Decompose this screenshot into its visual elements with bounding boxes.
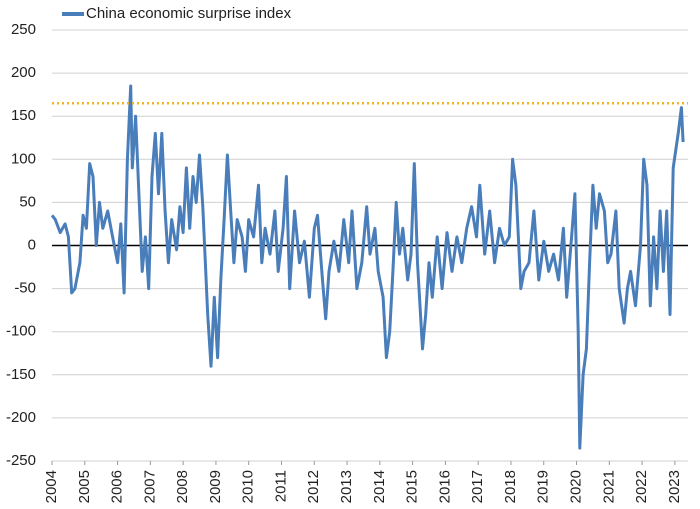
x-tick-label: 2005 [76,470,93,503]
x-tick-label: 2014 [371,470,388,503]
x-tick-label: 2020 [568,470,585,503]
x-tick-label: 2013 [338,470,355,503]
y-tick-label: -100 [6,323,36,340]
y-tick-label: 50 [19,193,36,210]
x-tick-label: 2022 [633,470,650,503]
y-tick-label: 100 [11,150,36,167]
y-tick-label: 150 [11,107,36,124]
data-line [50,84,685,450]
y-tick-label: 0 [28,236,36,253]
x-tick-label: 2007 [141,470,158,503]
x-tick-label: 2023 [666,470,683,503]
x-tick-label: 2010 [240,470,257,503]
y-tick-label: -150 [6,366,36,383]
y-tick-label: 200 [11,64,36,81]
x-tick-label: 2008 [174,470,191,503]
x-tick-label: 2015 [404,470,421,503]
y-tick-label: -50 [14,280,36,297]
y-tick-label: -250 [6,452,36,469]
y-tick-label: -200 [6,409,36,426]
x-tick-label: 2009 [207,470,224,503]
x-tick-label: 2004 [43,470,60,503]
x-tick-label: 2017 [469,470,486,503]
x-tick-label: 2018 [502,470,519,503]
x-tick-label: 2011 [272,470,289,502]
y-tick-label: 250 [11,21,36,38]
legend-label: China economic surprise index [86,5,292,22]
x-tick-label: 2019 [535,470,552,503]
x-tick-label: 2016 [436,470,453,503]
x-tick-label: 2006 [109,470,126,503]
x-tick-label: 2021 [600,470,617,503]
x-tick-label: 2012 [305,470,322,503]
